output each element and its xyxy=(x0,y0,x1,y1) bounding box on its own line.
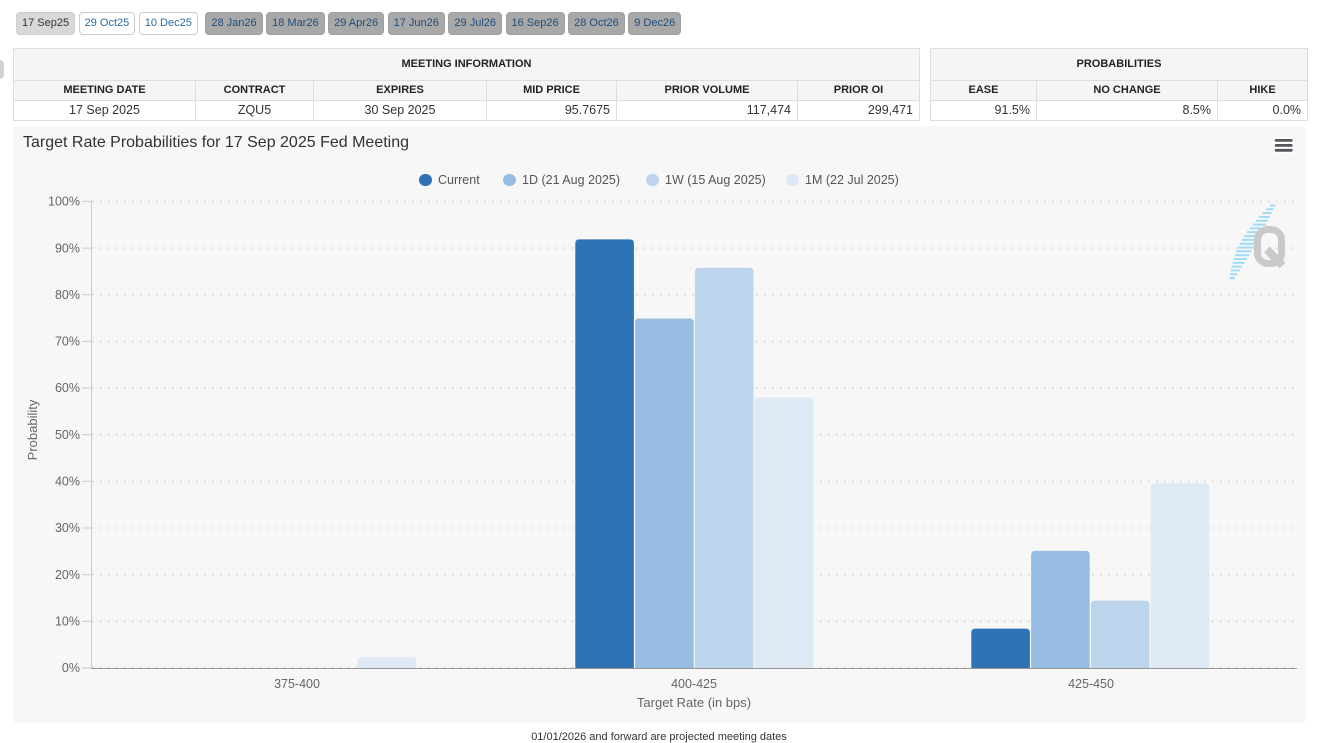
svg-text:60%: 60% xyxy=(55,381,80,395)
svg-text:50%: 50% xyxy=(55,428,80,442)
svg-text:20%: 20% xyxy=(55,568,80,582)
svg-text:30%: 30% xyxy=(55,521,80,535)
svg-text:Target Rate (in bps): Target Rate (in bps) xyxy=(637,695,751,710)
svg-text:70%: 70% xyxy=(55,335,80,349)
svg-text:425-450: 425-450 xyxy=(1068,677,1114,691)
svg-text:0%: 0% xyxy=(62,661,80,675)
svg-text:100%: 100% xyxy=(48,195,80,209)
svg-text:Probability: Probability xyxy=(25,399,40,460)
svg-text:375-400: 375-400 xyxy=(274,677,320,691)
svg-text:400-425: 400-425 xyxy=(671,677,717,691)
svg-text:90%: 90% xyxy=(55,241,80,255)
svg-text:40%: 40% xyxy=(55,475,80,489)
svg-text:10%: 10% xyxy=(55,615,80,629)
svg-text:80%: 80% xyxy=(55,288,80,302)
